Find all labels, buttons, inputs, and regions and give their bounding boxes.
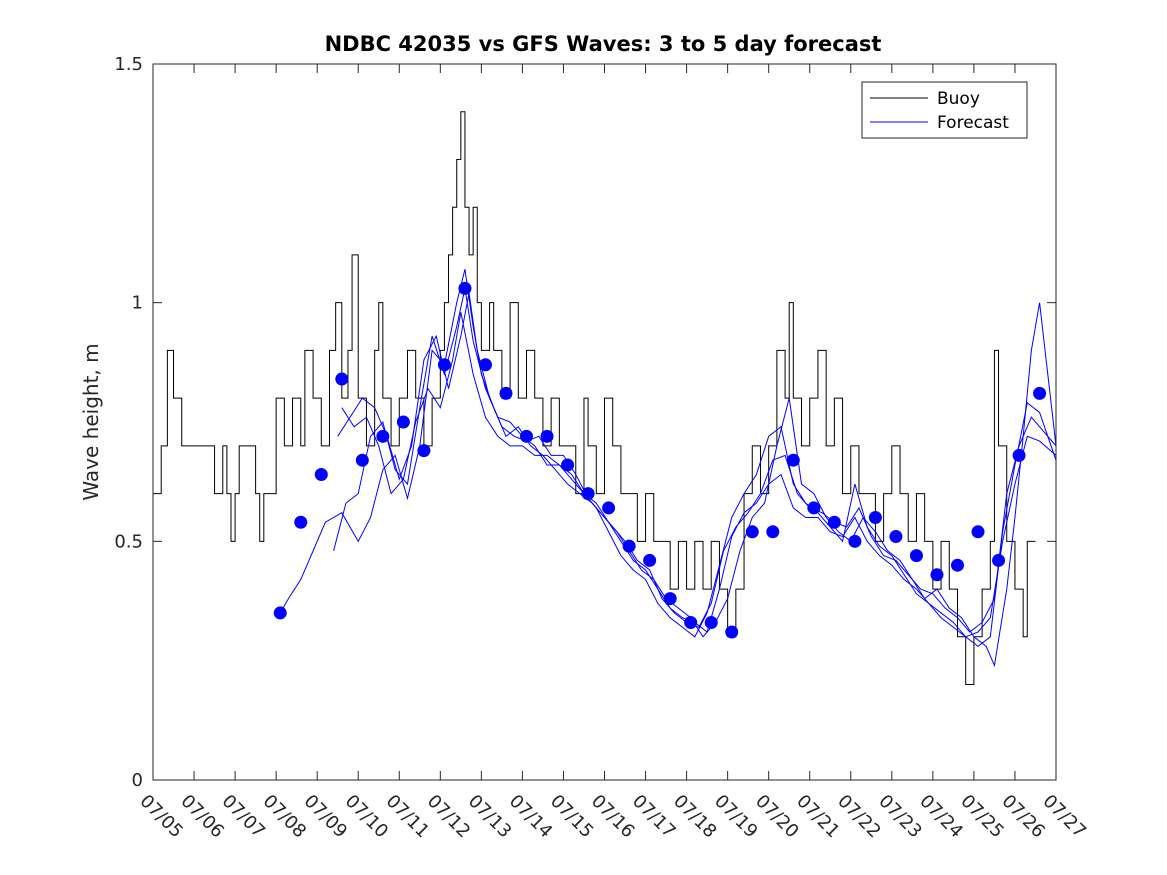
forecast-marker-12 <box>520 429 534 443</box>
x-tick-label-8: 07/13 <box>464 791 516 843</box>
y-axis: 0 0.5 1 1.5 <box>114 54 1056 791</box>
x-tick-label-18: 07/23 <box>874 791 926 843</box>
forecast-marker-28 <box>848 534 862 548</box>
y-tick-label-2: 1 <box>132 293 143 314</box>
forecast-marker-8 <box>437 358 451 372</box>
forecast-marker-21 <box>704 615 718 629</box>
buoy-series-line <box>153 111 1036 686</box>
x-tick-label-4: 07/09 <box>300 791 352 843</box>
x-tick-label-14: 07/19 <box>710 791 762 843</box>
legend-box <box>861 81 1028 139</box>
x-tick-label-13: 07/18 <box>669 791 721 843</box>
y-tick-label-1: 0.5 <box>114 531 143 552</box>
forecast-marker-24 <box>766 525 780 539</box>
forecast-marker-25 <box>786 453 800 467</box>
forecast-marker-19 <box>663 592 677 606</box>
forecast-marker-29 <box>868 510 882 524</box>
forecast-marker-15 <box>581 487 595 501</box>
x-tick-label-3: 07/08 <box>259 791 311 843</box>
x-tick-label-22: 07/27 <box>1038 791 1090 843</box>
plot-area <box>152 63 1057 781</box>
forecast-marker-23 <box>745 525 759 539</box>
forecast-marker-32 <box>930 568 944 582</box>
forecast-marker-37 <box>1033 386 1047 400</box>
x-tick-label-17: 07/22 <box>833 791 885 843</box>
x-tick-label-7: 07/12 <box>423 791 475 843</box>
forecast-marker-13 <box>540 429 554 443</box>
legend-label-buoy: Buoy <box>937 89 980 109</box>
x-tick-label-12: 07/17 <box>628 791 680 843</box>
forecast-marker-14 <box>561 458 575 472</box>
forecast-marker-17 <box>622 539 636 553</box>
forecast-marker-6 <box>396 415 410 429</box>
x-tick-label-0: 07/05 <box>135 791 187 843</box>
forecast-marker-1 <box>294 515 308 529</box>
x-tick-label-11: 07/16 <box>587 791 639 843</box>
x-tick-label-20: 07/25 <box>956 791 1008 843</box>
forecast-marker-7 <box>417 444 431 458</box>
forecast-marker-3 <box>335 372 349 386</box>
x-tick-label-6: 07/11 <box>382 791 434 843</box>
forecast-marker-9 <box>458 281 472 295</box>
forecast-marker-0 <box>273 606 287 620</box>
chart-title: NDBC 42035 vs GFS Waves: 3 to 5 day fore… <box>325 32 882 56</box>
x-tick-label-5: 07/10 <box>341 791 393 843</box>
forecast-marker-10 <box>478 358 492 372</box>
forecast-marker-30 <box>889 530 903 544</box>
series-layer <box>153 111 1057 686</box>
forecast-marker-27 <box>827 515 841 529</box>
x-tick-label-1: 07/06 <box>177 791 229 843</box>
y-tick-label-3: 1.5 <box>114 54 143 75</box>
forecast-marker-5 <box>376 429 390 443</box>
x-tick-label-2: 07/07 <box>218 791 270 843</box>
forecast-series-line-2 <box>333 288 1057 647</box>
forecast-marker-33 <box>950 558 964 572</box>
forecast-marker-26 <box>807 501 821 515</box>
forecast-marker-2 <box>314 468 328 482</box>
y-axis-label: Wave height, m <box>79 343 103 500</box>
legend: Buoy Forecast <box>861 81 1028 139</box>
x-tick-label-19: 07/24 <box>915 791 967 843</box>
forecast-marker-16 <box>602 501 616 515</box>
forecast-marker-34 <box>971 525 985 539</box>
x-tick-label-21: 07/26 <box>997 791 1049 843</box>
forecast-marker-31 <box>909 549 923 563</box>
x-tick-label-10: 07/15 <box>546 791 598 843</box>
forecast-marker-18 <box>643 553 657 567</box>
forecast-marker-20 <box>684 615 698 629</box>
x-tick-label-9: 07/14 <box>505 791 557 843</box>
x-tick-label-15: 07/20 <box>751 791 803 843</box>
forecast-marker-11 <box>499 386 513 400</box>
y-tick-label-0: 0 <box>132 770 143 791</box>
forecast-markers <box>273 281 1047 639</box>
forecast-marker-35 <box>992 553 1006 567</box>
x-tick-label-16: 07/21 <box>792 791 844 843</box>
legend-label-forecast: Forecast <box>937 113 1009 133</box>
forecast-marker-36 <box>1012 448 1026 462</box>
forecast-marker-22 <box>725 625 739 639</box>
forecast-marker-4 <box>355 453 369 467</box>
